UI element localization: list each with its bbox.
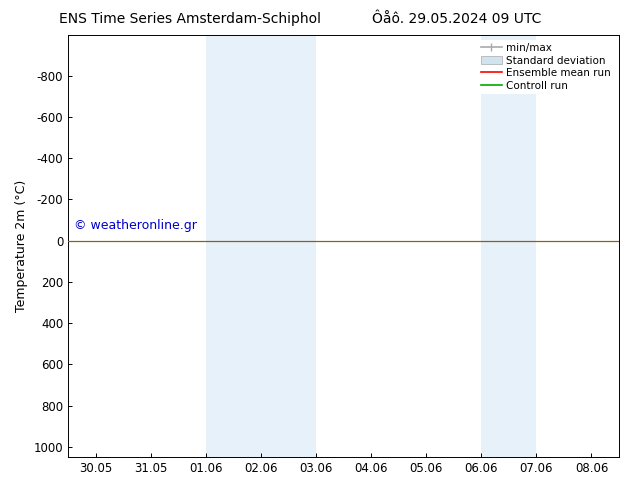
Y-axis label: Temperature 2m (°C): Temperature 2m (°C) [15, 180, 28, 312]
Text: ENS Time Series Amsterdam-Schiphol: ENS Time Series Amsterdam-Schiphol [59, 12, 321, 26]
Text: © weatheronline.gr: © weatheronline.gr [74, 219, 197, 232]
Legend: min/max, Standard deviation, Ensemble mean run, Controll run: min/max, Standard deviation, Ensemble me… [478, 40, 614, 94]
Text: Ôåô. 29.05.2024 09 UTC: Ôåô. 29.05.2024 09 UTC [372, 12, 541, 26]
Bar [206, 35, 316, 457]
Bar [481, 35, 536, 457]
